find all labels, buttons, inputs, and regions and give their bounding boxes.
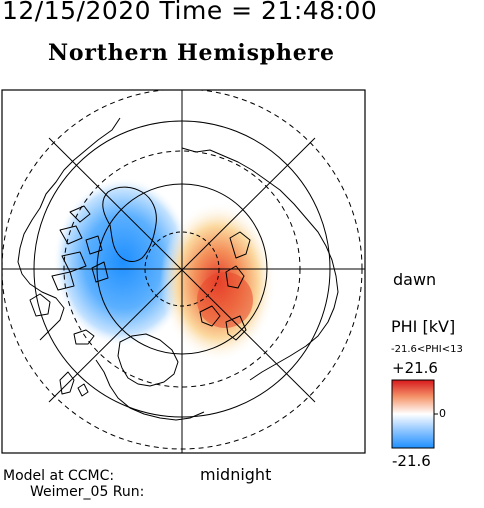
coastlines	[17, 117, 339, 421]
coast-scandinavia	[117, 333, 179, 387]
dawn-label: dawn	[393, 270, 437, 289]
colorbar-max-label: +21.6	[392, 359, 438, 377]
colorbar	[391, 379, 435, 449]
negative-potential-cell	[53, 177, 193, 347]
coast-british-isles	[59, 371, 89, 397]
positive-potential-core	[197, 272, 253, 328]
colorbar-range: -21.6<PHI<13	[391, 344, 463, 355]
midnight-label: midnight	[200, 465, 272, 484]
colorbar-title: PHI [kV]	[391, 317, 456, 336]
coast-greenland	[102, 186, 157, 262]
hemisphere-title: Northern Hemisphere	[48, 40, 335, 66]
credit-line-1: Model at CCMC:	[3, 468, 115, 484]
coast-iceland	[73, 329, 95, 345]
coast-svalbard	[199, 305, 221, 327]
coast-europe	[95, 359, 205, 421]
meridian-lines	[2, 90, 365, 453]
coast-hudson-bay	[29, 293, 51, 317]
coast-north-america	[17, 117, 121, 341]
map-frame	[1, 89, 366, 454]
coast-arctic-islands	[51, 205, 109, 291]
credit-line-2: Weimer_05 Run:	[30, 484, 145, 500]
coast-siberia	[181, 147, 339, 381]
colorbar-min-label: -21.6	[392, 452, 431, 470]
colorbar-zero-label: 0	[439, 407, 446, 420]
coast-novaya-zemlya	[225, 315, 247, 341]
datetime-title: 12/15/2020 Time = 21:48:00	[2, 0, 378, 25]
coast-east-asia	[225, 231, 251, 289]
